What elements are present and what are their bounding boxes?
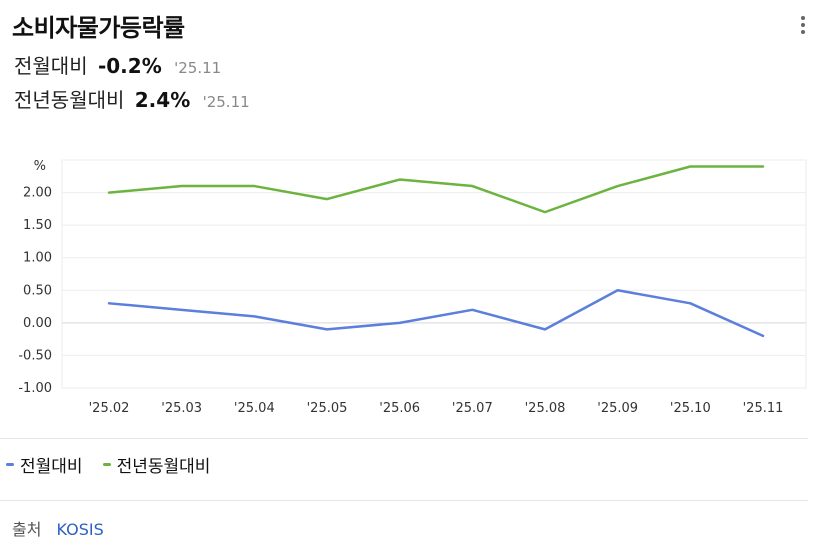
plot-frame bbox=[61, 159, 807, 389]
x-tick-label: '25.10 bbox=[670, 401, 711, 416]
divider bbox=[0, 438, 808, 439]
x-tick-label: '25.04 bbox=[234, 401, 275, 416]
mom-stat: 전월대비 -0.2% '25.11 bbox=[14, 50, 221, 79]
y-tick-label: 1.00 bbox=[23, 251, 52, 266]
yoy-stat: 전년동월대비 2.4% '25.11 bbox=[14, 84, 250, 113]
yoy-period: '25.11 bbox=[202, 93, 250, 111]
series-line-mom bbox=[107, 289, 765, 338]
more-vertical-icon[interactable] bbox=[800, 16, 806, 38]
x-tick-label: '25.11 bbox=[743, 401, 784, 416]
y-tick-label: 2.00 bbox=[23, 186, 52, 201]
series-line-yoy bbox=[107, 165, 765, 214]
mom-label: 전월대비 bbox=[14, 54, 88, 78]
x-tick-label: '25.07 bbox=[452, 401, 493, 416]
line-chart: -1.00 -0.50 0.00 0.50 1.00 1.50 2.00% '25.02 '25… bbox=[18, 159, 807, 416]
x-tick-label: '25.09 bbox=[597, 401, 638, 416]
y-tick-label: 1.50 bbox=[23, 218, 52, 233]
x-tick-label: '25.08 bbox=[525, 401, 566, 416]
legend-item-yoy[interactable]: 전년동월대비 bbox=[102, 452, 211, 477]
y-tick-label: 0.00 bbox=[23, 316, 52, 331]
yoy-value: 2.4% bbox=[134, 88, 191, 112]
x-tick-label: '25.06 bbox=[379, 401, 420, 416]
legend-item-mom[interactable]: 전월대비 bbox=[6, 452, 83, 477]
legend-swatch-yoy bbox=[102, 463, 111, 466]
y-tick-label: -0.50 bbox=[18, 348, 52, 363]
x-tick-label: '25.02 bbox=[89, 401, 130, 416]
yoy-label: 전년동월대비 bbox=[14, 88, 125, 112]
x-tick-label: '25.03 bbox=[161, 401, 202, 416]
y-axis-unit: % bbox=[34, 159, 46, 174]
x-tick-label: '25.05 bbox=[307, 401, 348, 416]
source-label: 출처 bbox=[12, 520, 42, 539]
y-tick-label: -1.00 bbox=[18, 381, 52, 396]
legend-swatch-mom bbox=[6, 463, 14, 466]
y-tick-label: 0.50 bbox=[23, 283, 52, 298]
mom-period: '25.11 bbox=[174, 59, 222, 77]
divider bbox=[0, 500, 808, 501]
legend-label-mom: 전월대비 bbox=[20, 457, 83, 477]
mom-value: -0.2% bbox=[97, 54, 162, 78]
source-link[interactable]: KOSIS bbox=[56, 520, 104, 539]
chart-legend: 전월대비 전년동월대비 bbox=[6, 452, 210, 477]
source: 출처 KOSIS bbox=[12, 516, 104, 540]
chart-title: 소비자물가등락률 bbox=[12, 14, 185, 42]
legend-label-yoy: 전년동월대비 bbox=[116, 457, 211, 477]
